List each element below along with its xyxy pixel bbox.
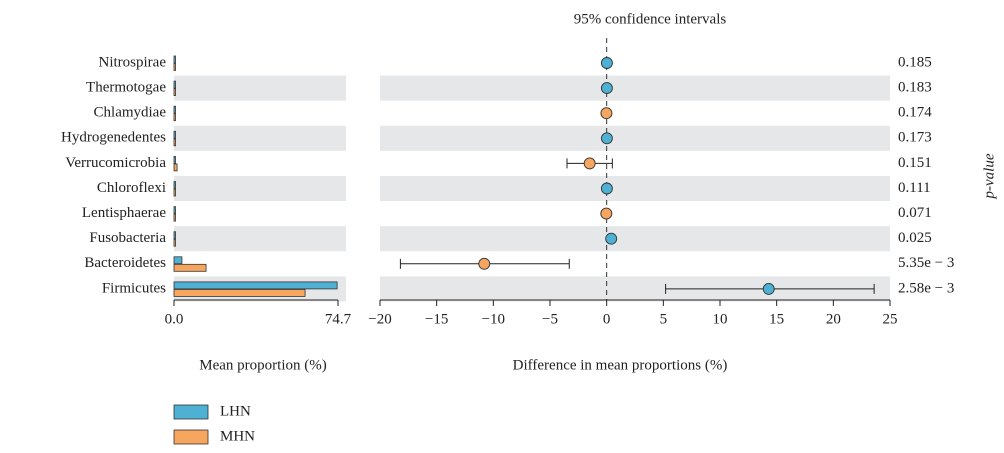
- point: [600, 207, 613, 220]
- bar: [173, 213, 176, 222]
- legend-swatch: [173, 429, 209, 445]
- point: [605, 232, 618, 245]
- row-stripe: [174, 226, 346, 252]
- bar: [173, 163, 178, 172]
- p-value-label: 0.071: [898, 205, 932, 221]
- x-tick-label: 25: [883, 311, 898, 327]
- bar: [173, 263, 207, 272]
- point: [600, 82, 613, 95]
- x-tick-label: 15: [769, 311, 784, 327]
- p-value-label: 0.174: [898, 105, 932, 121]
- y2-axis-label: p-value: [981, 153, 997, 199]
- category-label: Thermotogae: [86, 80, 166, 96]
- bar: [173, 80, 176, 89]
- chart-title: 95% confidence intervals: [574, 11, 727, 27]
- row-stripe: [174, 75, 346, 101]
- legend-label: MHN: [220, 428, 255, 444]
- bar: [173, 206, 176, 215]
- bar: [173, 181, 176, 189]
- legend-swatch: [173, 404, 209, 420]
- row-stripe: [380, 175, 890, 202]
- bar: [173, 238, 176, 247]
- x-tick-label: 5: [660, 311, 668, 327]
- p-value-label: 0.151: [898, 155, 932, 171]
- p-value-label: 0.173: [898, 130, 932, 146]
- x-tick-label: 0: [603, 311, 611, 327]
- p-value-label: 2.58e − 3: [898, 280, 954, 296]
- x-tick-label: 10: [713, 311, 728, 327]
- row-stripe: [380, 226, 890, 252]
- point: [600, 182, 613, 195]
- x-tick-label: −10: [482, 311, 505, 327]
- x-axis-label: Difference in mean proportions (%): [513, 357, 728, 373]
- category-label: Chlamydiae: [94, 105, 167, 121]
- p-value-label: 0.183: [898, 80, 932, 96]
- point: [600, 107, 613, 120]
- bar: [173, 155, 176, 164]
- bar: [173, 288, 306, 297]
- p-value-label: 0.185: [898, 54, 932, 70]
- x-tick-label: −5: [542, 311, 558, 327]
- bar: [173, 281, 338, 290]
- bar: [173, 231, 176, 240]
- category-label: Chloroflexi: [97, 180, 166, 196]
- row-stripe: [380, 125, 890, 151]
- p-value-label: 0.025: [898, 230, 932, 246]
- point: [583, 157, 596, 170]
- bar: [173, 55, 176, 64]
- category-label: Hydrogenedentes: [61, 130, 166, 146]
- point: [478, 257, 491, 270]
- category-label: Nitrospirae: [99, 54, 167, 70]
- p-value-label: 0.111: [898, 180, 931, 196]
- row-stripe: [174, 125, 346, 151]
- x-tick-label: −20: [368, 311, 391, 327]
- x-tick-label: −15: [425, 311, 448, 327]
- bar: [173, 138, 176, 147]
- bar: [173, 188, 176, 197]
- x-tick-label: 20: [826, 311, 841, 327]
- bar: [173, 88, 176, 96]
- x-tick-label: 0.0: [165, 311, 184, 327]
- bar: [173, 63, 176, 71]
- category-label: Verrucomicrobia: [65, 155, 166, 171]
- bar: [173, 256, 183, 265]
- p-value-label: 5.35e − 3: [898, 255, 954, 271]
- category-label: Lentisphaerae: [82, 205, 166, 221]
- x-tick-label: 74.7: [325, 311, 352, 327]
- category-label: Fusobacteria: [89, 230, 166, 246]
- point: [600, 57, 613, 69]
- category-label: Bacteroidetes: [84, 255, 166, 271]
- bar: [173, 130, 176, 139]
- legend-label: LHN: [220, 403, 251, 419]
- row-stripe: [380, 75, 890, 101]
- category-label: Firmicutes: [102, 280, 166, 296]
- x-axis-label: Mean proportion (%): [199, 357, 326, 373]
- point: [762, 282, 775, 295]
- row-stripe: [174, 175, 346, 202]
- bar: [173, 113, 176, 122]
- bar: [173, 105, 176, 114]
- point: [600, 132, 613, 145]
